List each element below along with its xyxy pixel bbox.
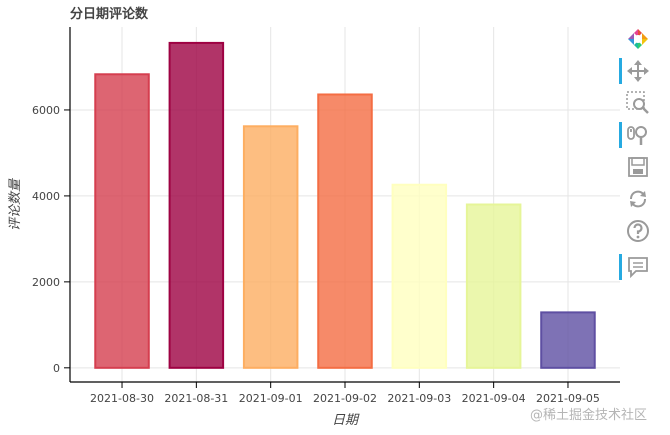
toolbar	[618, 24, 658, 294]
x-axis-ticks: 2021-08-30 2021-08-31 2021-09-01 2021-09-02…	[90, 382, 600, 405]
x-tick-label: 2021-08-30	[90, 392, 154, 405]
pan-tool-button[interactable]	[618, 56, 658, 86]
bokeh-logo-icon	[628, 29, 648, 49]
hover-icon	[628, 257, 648, 278]
reset-tool-button[interactable]	[618, 184, 658, 214]
x-tick-label: 2021-09-05	[536, 392, 600, 405]
bokeh-logo-button[interactable]	[618, 24, 658, 54]
wheel-zoom-icon	[627, 126, 647, 145]
bars-group	[94, 41, 596, 369]
hover-tool-button[interactable]	[618, 252, 658, 282]
bar[interactable]	[94, 73, 150, 369]
y-axis-ticks: 0 2000 4000 6000	[32, 104, 70, 375]
y-tick-label: 2000	[32, 276, 60, 289]
save-icon	[628, 157, 648, 177]
bar[interactable]	[317, 93, 373, 369]
x-tick-label: 2021-08-31	[164, 392, 228, 405]
box-zoom-tool-button[interactable]	[618, 88, 658, 118]
bar[interactable]	[242, 125, 299, 369]
bar[interactable]	[465, 203, 522, 369]
bar[interactable]	[540, 311, 596, 369]
x-tick-label: 2021-09-01	[239, 392, 303, 405]
x-tick-label: 2021-09-03	[387, 392, 451, 405]
box-zoom-icon	[626, 91, 649, 114]
bar[interactable]	[391, 183, 448, 369]
pan-icon	[627, 60, 649, 82]
y-tick-label: 4000	[32, 190, 60, 203]
y-tick-label: 0	[53, 362, 60, 375]
chart-title: 分日期评论数	[70, 6, 149, 22]
x-axis-label: 日期	[332, 413, 360, 428]
help-tool-button[interactable]	[618, 216, 658, 246]
watermark: @稀土掘金技术社区	[530, 408, 648, 423]
x-tick-label: 2021-09-04	[462, 392, 526, 405]
reset-icon	[630, 190, 646, 208]
bar[interactable]	[168, 41, 225, 369]
y-axis-label: 评论数量	[8, 177, 23, 231]
wheel-zoom-tool-button[interactable]	[618, 120, 658, 150]
y-tick-label: 6000	[32, 104, 60, 117]
save-tool-button[interactable]	[618, 152, 658, 182]
help-icon	[627, 220, 649, 242]
x-tick-label: 2021-09-02	[313, 392, 377, 405]
